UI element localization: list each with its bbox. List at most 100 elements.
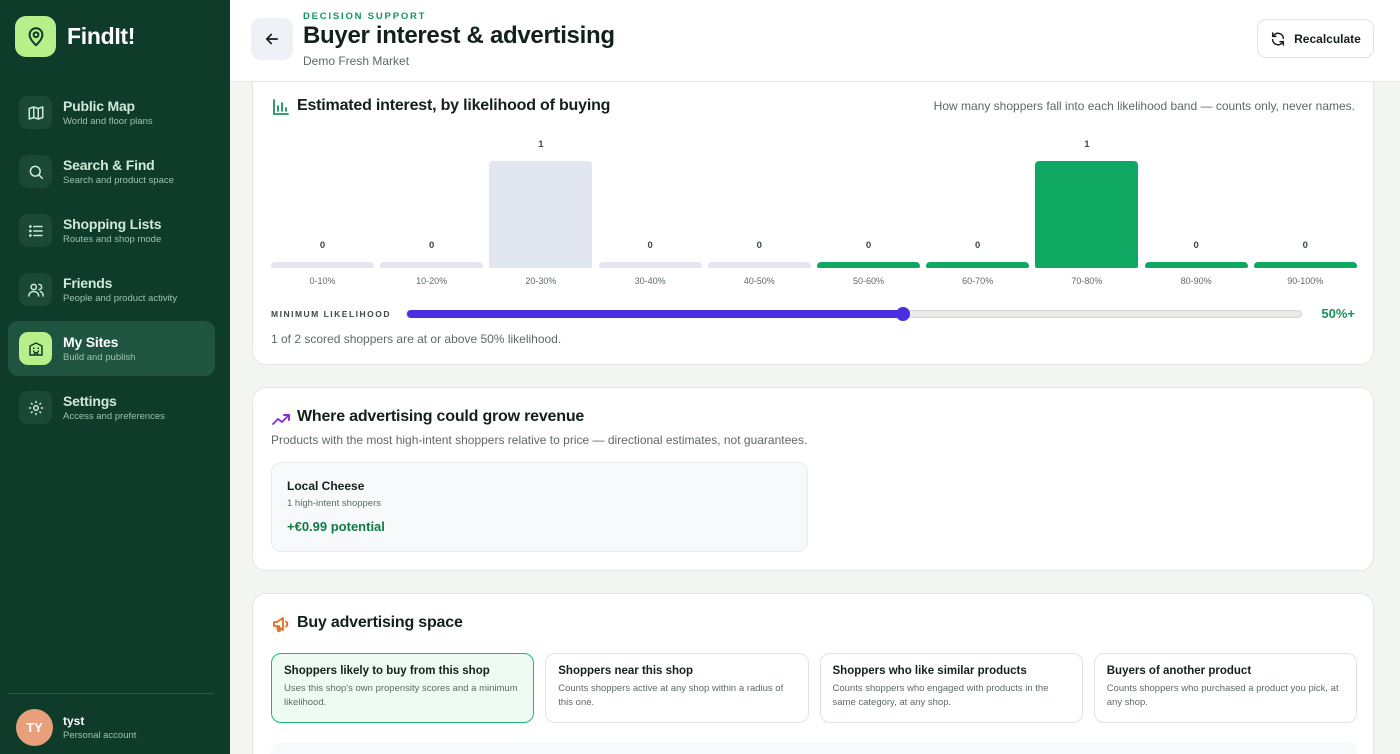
revenue-card: Where advertising could grow revenue Pro… (252, 387, 1374, 571)
page-subtitle: Demo Fresh Market (303, 54, 410, 68)
interest-summary: 1 of 2 scored shoppers are at or above 5… (271, 332, 562, 346)
app-name: FindIt! (67, 23, 136, 49)
building-icon (19, 332, 52, 365)
bar-value-label: 0 (756, 240, 762, 251)
revenue-title: Where advertising could grow revenue (297, 408, 585, 425)
chart-bar (817, 262, 920, 268)
bar-category-label: 30-40% (634, 276, 666, 286)
bar-value-label: 0 (1193, 240, 1199, 251)
revenue-desc: Products with the most high-intent shopp… (271, 433, 808, 447)
bar-column: 0 50-60% (817, 130, 920, 290)
slider-thumb[interactable] (896, 307, 911, 321)
bar-column: 0 90-100% (1253, 130, 1357, 290)
account-type: Personal account (63, 730, 137, 741)
page-eyebrow: DECISION SUPPORT (303, 11, 427, 22)
option-desc: Uses this shop's own propensity scores a… (284, 683, 518, 708)
interest-note: How many shoppers fall into each likelih… (933, 99, 1355, 113)
sidebar-item-label: Search & Find (63, 157, 155, 173)
bar-column: 0 0-10% (271, 130, 374, 290)
bar-column: 0 80-90% (1144, 130, 1248, 290)
bar-category-label: 20-30% (525, 276, 557, 286)
audience-options: Shoppers likely to buy from this shop Us… (271, 653, 1357, 723)
list-icon (19, 214, 52, 247)
bar-category-label: 80-90% (1180, 276, 1212, 286)
back-button[interactable] (251, 18, 293, 60)
sidebar-divider (8, 693, 214, 694)
sidebar-item-label: Shopping Lists (63, 216, 162, 232)
interest-title: Estimated interest, by likelihood of buy… (297, 97, 611, 114)
chart-bar (926, 262, 1030, 268)
bar-column: 1 20-30% (489, 130, 593, 290)
bar-category-label: 10-20% (416, 276, 448, 286)
ads-form-area (271, 742, 1357, 754)
slider-label: MINIMUM LIKELIHOOD (271, 309, 392, 319)
chart-bar (707, 262, 811, 268)
sidebar-item-sub: World and floor plans (63, 116, 153, 127)
slider-fill (407, 310, 904, 318)
ads-title: Buy advertising space (297, 614, 463, 631)
chart-bar (1253, 262, 1357, 268)
option-title: Shoppers likely to buy from this shop (284, 665, 490, 677)
product-name: Local Cheese (287, 479, 365, 493)
bar-category-label: 0-10% (309, 276, 336, 286)
sidebar-item-shopping-lists[interactable]: Shopping Lists Routes and shop mode (8, 203, 215, 258)
interest-card: Estimated interest, by likelihood of buy… (252, 70, 1374, 365)
chart-bar (489, 161, 593, 268)
sidebar-item-label: Public Map (63, 98, 135, 114)
refresh-icon (1272, 31, 1285, 46)
sidebar-item-label: Friends (63, 275, 113, 291)
account-name: tyst (63, 714, 85, 728)
bar-value-label: 0 (975, 240, 981, 251)
bar-column: 0 30-40% (598, 130, 702, 290)
gear-icon (19, 391, 52, 424)
option-title: Shoppers who like similar products (832, 665, 1027, 677)
bar-value-label: 0 (319, 240, 326, 251)
sidebar-item-my-sites[interactable]: My Sites Build and publish (8, 321, 215, 376)
sidebar-item-label: My Sites (63, 334, 119, 350)
bar-category-label: 40-50% (743, 276, 775, 286)
sidebar-item-label: Settings (63, 393, 117, 409)
bar-value-label: 0 (429, 240, 435, 251)
bar-category-label: 50-60% (852, 276, 885, 286)
sidebar-item-sub: Search and product space (63, 175, 174, 186)
sidebar-item-search-find[interactable]: Search & Find Search and product space (8, 144, 215, 199)
recalculate-button[interactable]: Recalculate (1257, 19, 1374, 58)
option-title: Buyers of another product (1106, 665, 1252, 677)
bar-column: 0 60-70% (926, 130, 1030, 290)
search-icon (19, 155, 52, 188)
chart-bar (380, 262, 484, 268)
bar-column: 0 10-20% (380, 130, 484, 290)
audience-option-nearby[interactable]: Shoppers near this shop Counts shoppers … (545, 653, 809, 723)
sidebar-item-friends[interactable]: Friends People and product activity (8, 262, 215, 317)
bar-chart-icon (273, 99, 289, 115)
arrow-left-icon (265, 33, 279, 45)
ads-card: Buy advertising space Shoppers likely to… (252, 593, 1374, 754)
page-header: DECISION SUPPORT Buyer interest & advert… (230, 0, 1400, 82)
bar-value-label: 0 (865, 240, 872, 251)
brand[interactable]: FindIt! (15, 16, 135, 57)
sidebar-item-settings[interactable]: Settings Access and preferences (8, 380, 215, 435)
sidebar-item-public-map[interactable]: Public Map World and floor plans (8, 85, 215, 140)
option-title: Shoppers near this shop (558, 665, 694, 677)
chart-bar (271, 262, 374, 268)
bar-column: 0 40-50% (707, 130, 811, 290)
chart-bar (1144, 262, 1248, 268)
audience-option-other-product-buyers[interactable]: Buyers of another product Counts shopper… (1093, 653, 1357, 723)
audience-option-likely-buyers[interactable]: Shoppers likely to buy from this shop Us… (271, 653, 535, 723)
sidebar: FindIt! Public Map World and floor plans… (0, 0, 230, 754)
opportunity-card[interactable]: Local Cheese 1 high-intent shoppers +€0.… (271, 462, 808, 552)
chart-bar (1035, 161, 1139, 268)
megaphone-icon (273, 617, 289, 632)
bar-column: 1 70-80% (1035, 130, 1139, 290)
bar-value-label: 0 (647, 240, 653, 251)
revenue-potential: +€0.99 potential (287, 519, 385, 534)
audience-option-similar-products[interactable]: Shoppers who like similar products Count… (819, 653, 1083, 723)
high-intent-count: 1 high-intent shoppers (287, 498, 382, 509)
sidebar-nav: Public Map World and floor plans Search … (8, 85, 215, 439)
likelihood-slider[interactable] (406, 307, 1302, 321)
sidebar-item-sub: Build and publish (63, 352, 136, 363)
map-icon (19, 96, 52, 129)
avatar: TY (16, 709, 53, 746)
account-menu[interactable]: TY tyst Personal account (16, 709, 136, 746)
option-desc: Counts shoppers active at any shop withi… (558, 683, 784, 708)
